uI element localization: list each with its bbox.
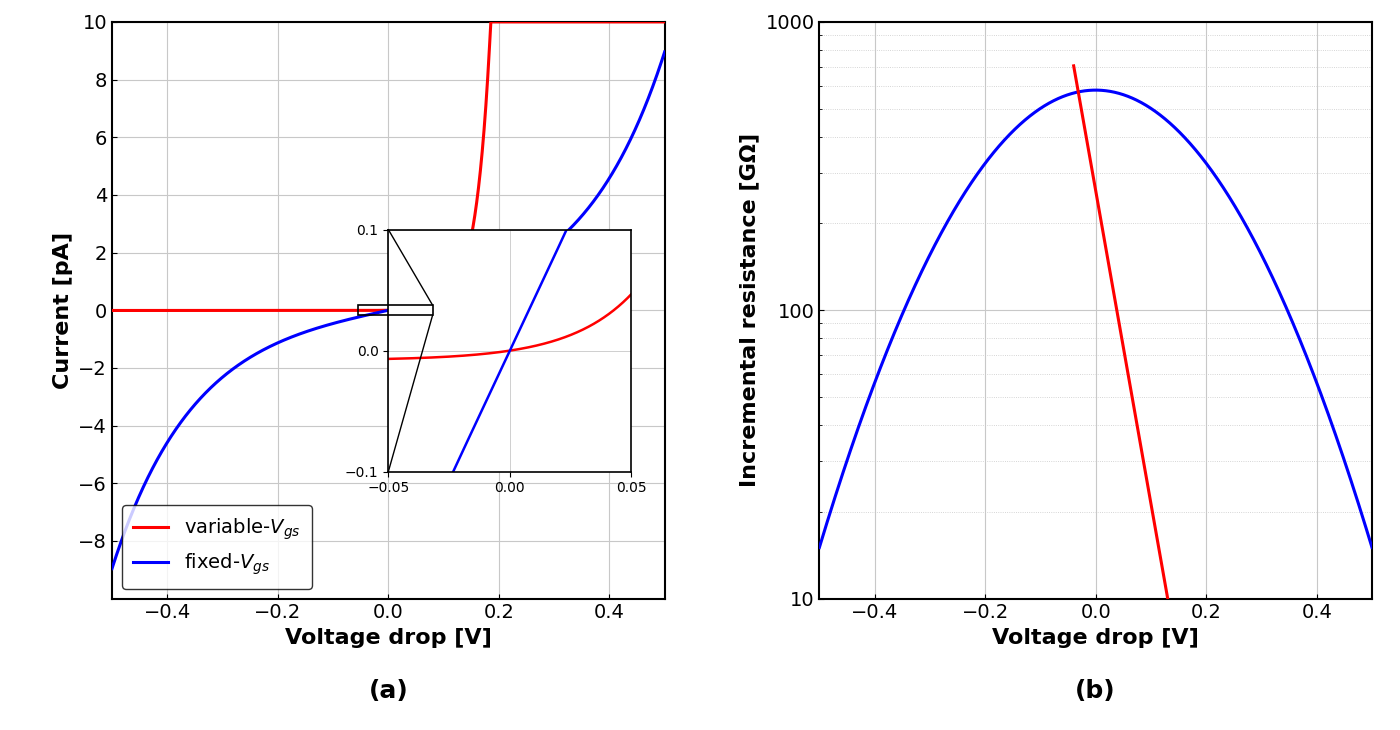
Text: (a): (a) [368,680,409,703]
Text: (b): (b) [1075,680,1116,703]
X-axis label: Voltage drop [V]: Voltage drop [V] [993,628,1200,648]
Bar [358,305,433,315]
Y-axis label: Incremental resistance [GΩ]: Incremental resistance [GΩ] [739,133,760,488]
Legend: variable-$V_{gs}$, fixed-$V_{gs}$: variable-$V_{gs}$, fixed-$V_{gs}$ [122,505,312,589]
X-axis label: Voltage drop [V]: Voltage drop [V] [284,628,491,648]
Y-axis label: Current [pA]: Current [pA] [53,231,73,389]
